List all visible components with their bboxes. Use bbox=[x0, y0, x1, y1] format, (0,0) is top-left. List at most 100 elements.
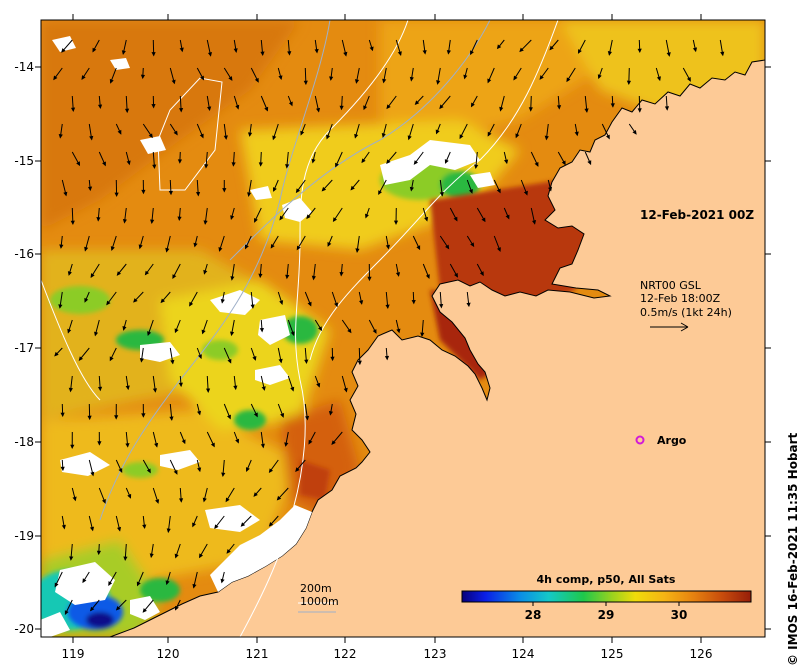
current-vector-head bbox=[252, 356, 257, 361]
current-vector-head bbox=[207, 52, 212, 57]
current-vector-head bbox=[285, 164, 290, 169]
current-vector-head bbox=[393, 220, 399, 225]
colorbar-tick-label: 28 bbox=[525, 608, 542, 622]
current-vector-head bbox=[67, 328, 72, 334]
current-vector-head bbox=[605, 134, 610, 140]
lat-tick-label: -20 bbox=[14, 622, 34, 636]
current-vector-head bbox=[96, 550, 102, 556]
current-vector-head bbox=[82, 578, 87, 584]
current-vector-head bbox=[197, 410, 202, 416]
current-vector-head bbox=[278, 358, 283, 364]
current-vector-head bbox=[632, 130, 637, 135]
current-vector-head bbox=[195, 191, 201, 197]
lat-tick-label: -16 bbox=[14, 247, 34, 261]
current-vector-head bbox=[70, 220, 75, 226]
current-vector-head bbox=[68, 387, 73, 393]
lon-tick-label: 122 bbox=[334, 647, 357, 661]
current-vector-head bbox=[584, 108, 589, 113]
current-vector-head bbox=[221, 472, 226, 478]
current-vector-head bbox=[314, 48, 319, 54]
lon-tick-label: 124 bbox=[512, 647, 535, 661]
current-vector-head bbox=[125, 385, 130, 391]
current-vector-head bbox=[240, 522, 246, 527]
current-vector-head bbox=[439, 303, 444, 309]
current-vector-head bbox=[235, 438, 240, 444]
current-vector-head bbox=[203, 220, 208, 225]
current-vector-head bbox=[81, 75, 86, 80]
current-vector-head bbox=[177, 216, 182, 222]
current-vector-head bbox=[203, 269, 208, 275]
coastal-cloud bbox=[210, 505, 312, 592]
current-vector-head bbox=[254, 77, 259, 83]
current-vector-head bbox=[288, 101, 293, 107]
current-vector-head bbox=[133, 298, 138, 303]
current-vector-head bbox=[499, 106, 504, 112]
current-vector-head bbox=[561, 160, 566, 166]
current-vector-head bbox=[172, 274, 177, 280]
current-vector-head bbox=[539, 75, 544, 80]
argo-float-marker[interactable] bbox=[635, 435, 645, 445]
current-vector-head bbox=[278, 75, 283, 81]
current-vector-head bbox=[92, 47, 97, 53]
current-vector-head bbox=[378, 190, 383, 196]
current-vector-head bbox=[114, 192, 119, 197]
current-vector-head bbox=[102, 161, 106, 167]
current-vector-head bbox=[106, 300, 111, 306]
current-vector-head bbox=[250, 304, 255, 309]
current-vector-head bbox=[245, 244, 249, 250]
current-vector-head bbox=[101, 499, 106, 504]
current-vector-head bbox=[124, 108, 130, 114]
lon-tick-label: 121 bbox=[246, 647, 269, 661]
current-vector-head bbox=[272, 135, 277, 141]
current-vector-head bbox=[247, 192, 252, 197]
current-vector-head bbox=[204, 164, 209, 169]
credit-label: © IMOS 16-Feb-2021 11:35 Hobart bbox=[786, 432, 800, 666]
current-vector-head bbox=[334, 302, 339, 308]
current-vector-head bbox=[109, 356, 114, 362]
current-vector-head bbox=[165, 580, 170, 586]
current-vector-head bbox=[577, 49, 582, 54]
current-vector-head bbox=[230, 276, 235, 281]
current-vector-head bbox=[350, 185, 355, 191]
current-vector-head bbox=[453, 216, 458, 222]
map-plot-area bbox=[41, 20, 765, 637]
current-vector-head bbox=[90, 273, 95, 278]
colorbar bbox=[461, 590, 752, 603]
current-vector-head bbox=[173, 470, 178, 475]
current-vector-head bbox=[197, 354, 202, 360]
current-vector-head bbox=[664, 106, 670, 111]
current-vector-head bbox=[385, 304, 390, 310]
current-vector-head bbox=[382, 78, 387, 84]
current-vector-head bbox=[532, 220, 537, 225]
current-vector-head bbox=[94, 331, 99, 337]
current-vector-head bbox=[90, 471, 95, 477]
current-vector-head bbox=[439, 104, 444, 110]
current-vector-head bbox=[466, 302, 471, 308]
axis-ticks bbox=[35, 14, 771, 643]
current-vector-head bbox=[413, 160, 419, 165]
current-vector-head bbox=[210, 442, 215, 448]
current-vector-head bbox=[260, 443, 265, 449]
current-vector-head bbox=[63, 191, 68, 197]
current-vector-head bbox=[487, 131, 492, 137]
current-vector-head bbox=[308, 439, 313, 445]
current-vector-head bbox=[395, 272, 401, 277]
current-vector-head bbox=[503, 159, 509, 165]
lat-tick-label: -17 bbox=[14, 341, 34, 355]
land bbox=[109, 59, 765, 637]
current-vector-head bbox=[233, 385, 238, 391]
current-time-label: 12-Feb 18:00Z bbox=[640, 292, 721, 305]
current-vector-head bbox=[259, 327, 264, 333]
current-vector-head bbox=[381, 132, 386, 138]
current-vector-head bbox=[175, 605, 179, 611]
lat-tick-label: -15 bbox=[14, 154, 34, 168]
current-vector-head bbox=[574, 131, 579, 137]
current-vector-head bbox=[200, 75, 205, 81]
current-vector-head bbox=[254, 218, 258, 223]
current-vector-head bbox=[138, 244, 143, 250]
current-vector-head bbox=[397, 51, 402, 56]
current-vector-head bbox=[151, 52, 156, 57]
current-vector-head bbox=[343, 387, 348, 393]
current-vector-head bbox=[181, 439, 186, 445]
